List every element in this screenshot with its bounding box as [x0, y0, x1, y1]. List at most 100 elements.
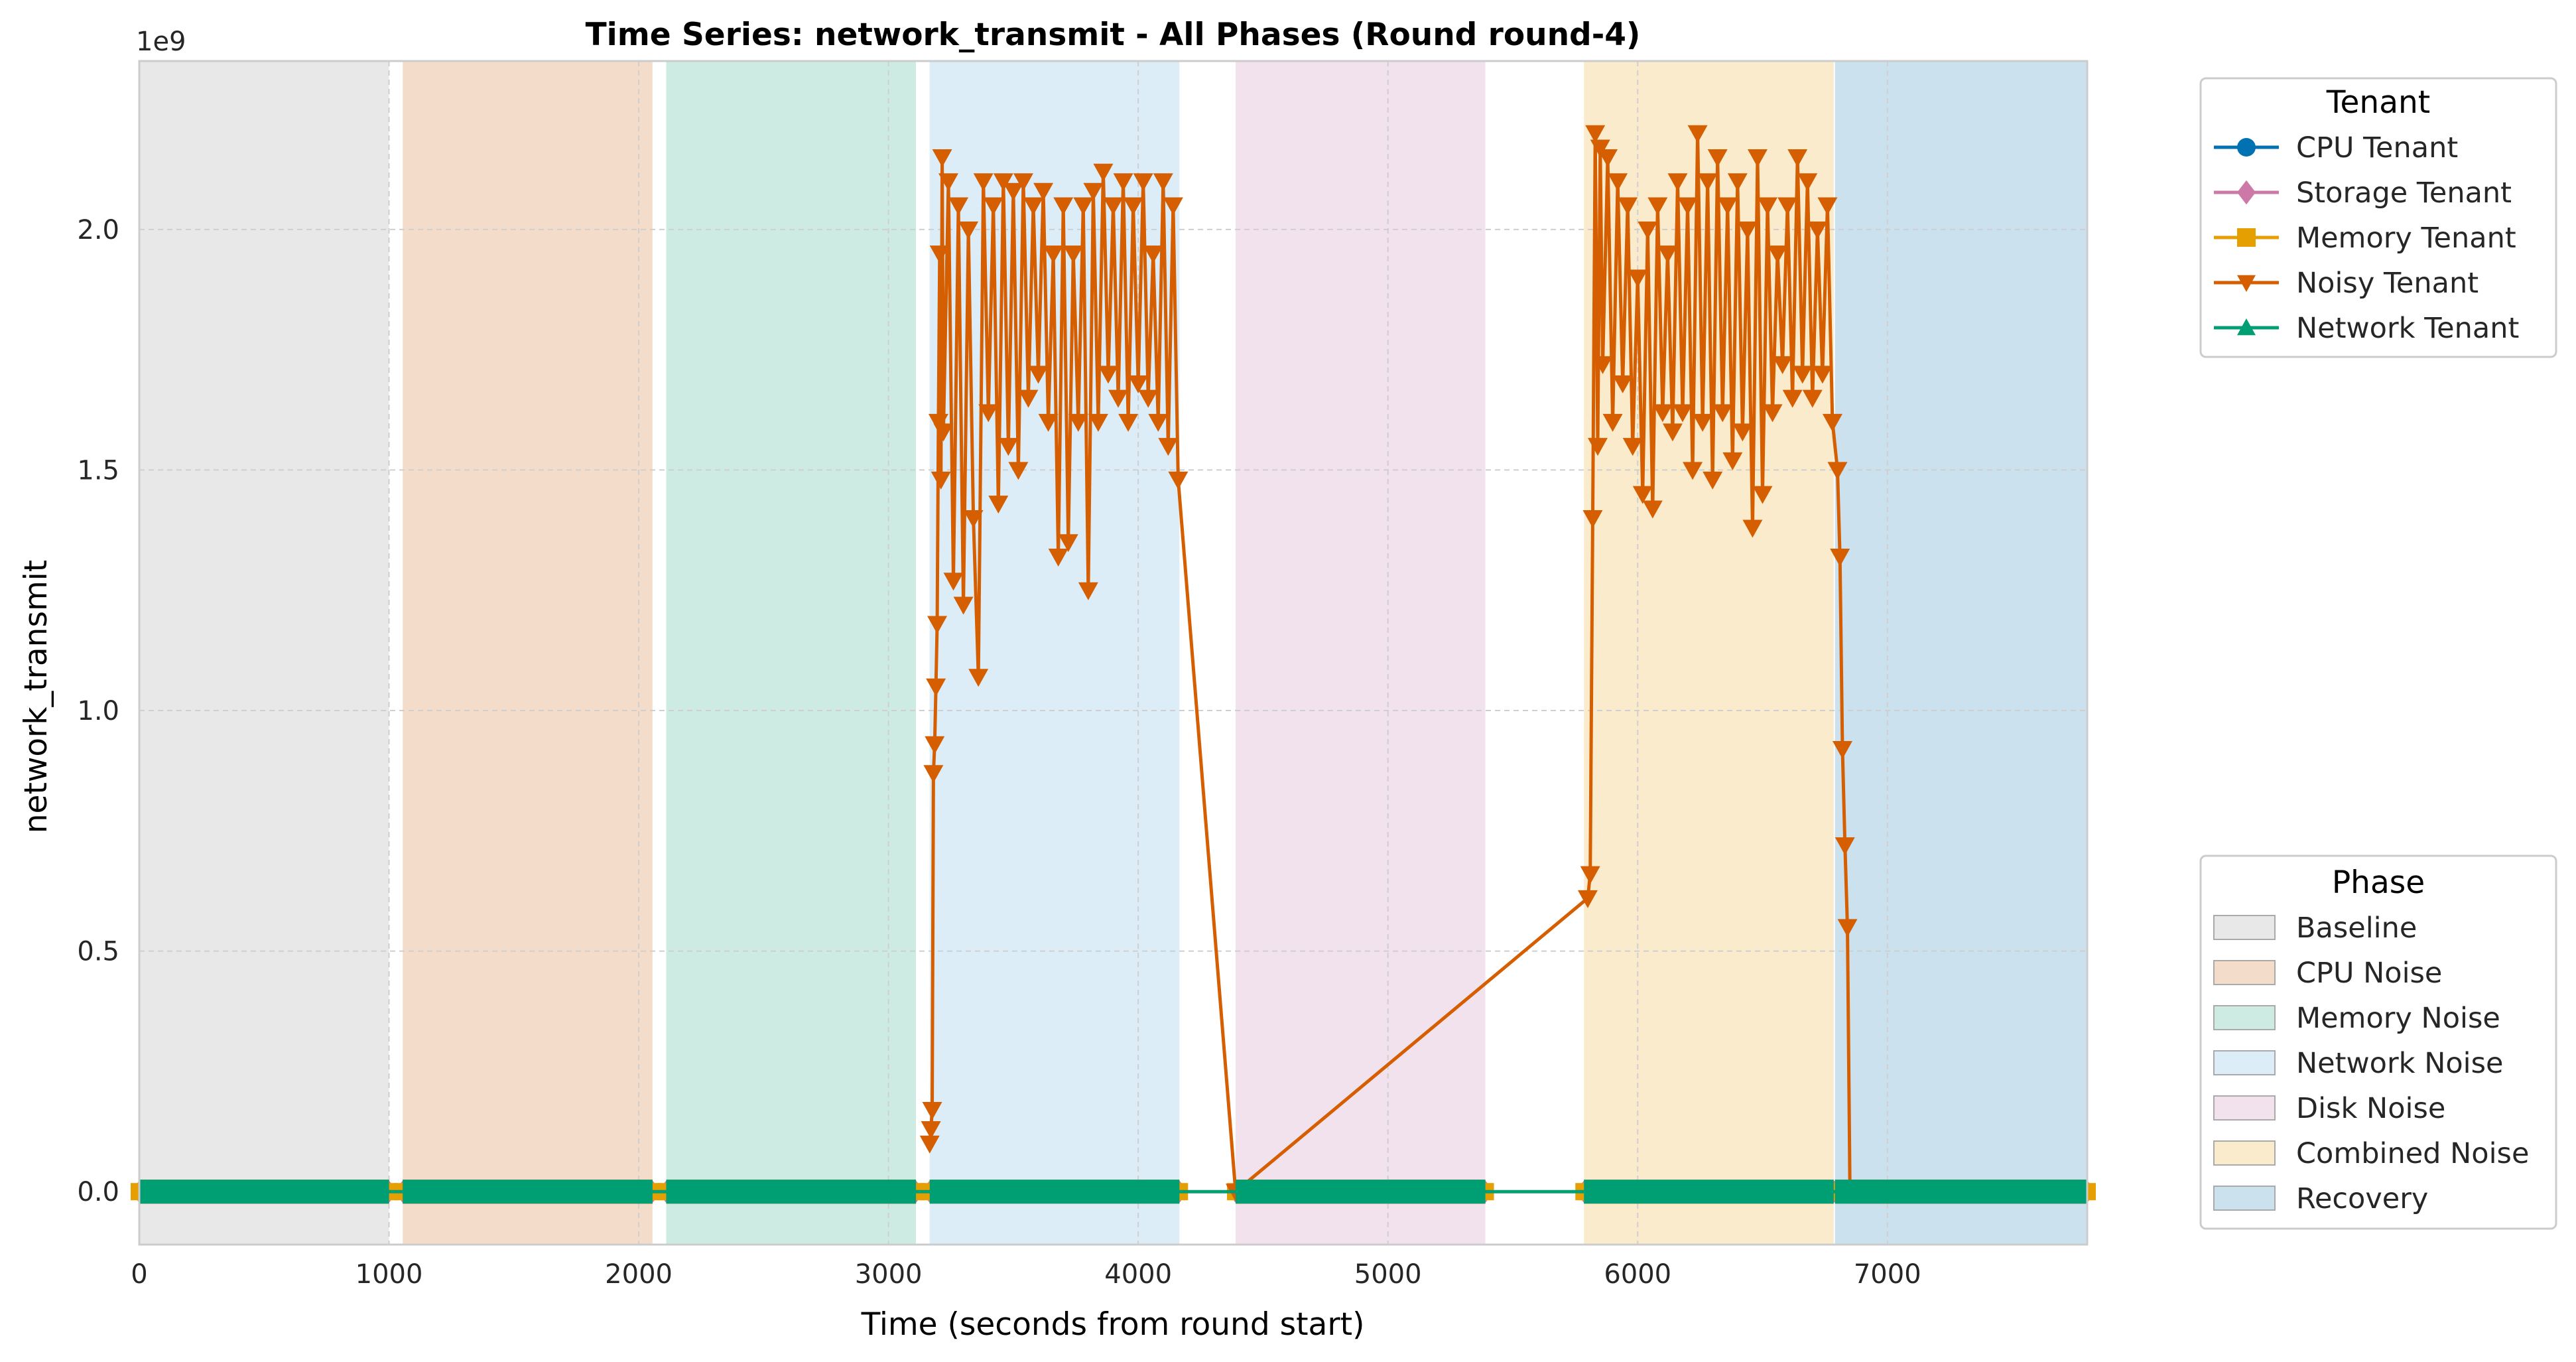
- series-point: [923, 765, 944, 783]
- series-point: [958, 221, 979, 239]
- series-point: [1782, 389, 1803, 408]
- tenant-legend-box: [2199, 77, 2557, 358]
- series-point: [1657, 245, 1678, 264]
- series-point: [1622, 438, 1643, 456]
- x-tick-label: 3000: [855, 1259, 923, 1290]
- legend-marker-network-tenant: [2237, 318, 2256, 336]
- series-point: [1762, 404, 1783, 423]
- x-tick-label: 5000: [1354, 1259, 1422, 1290]
- series-point: [1585, 125, 1606, 143]
- series-point: [1722, 452, 1743, 470]
- series-point: [1038, 413, 1059, 432]
- legend-label: Disk Noise: [2296, 1092, 2445, 1125]
- series-point: [1023, 197, 1044, 216]
- series-point: [1143, 245, 1163, 264]
- series-point: [1817, 197, 1838, 216]
- phase-band-disk-noise: [1236, 61, 1486, 1245]
- y-tick-label: 2.0: [77, 215, 119, 245]
- series-point: [1078, 582, 1098, 600]
- series-point: [1587, 438, 1608, 456]
- series-point: [1003, 182, 1023, 201]
- series-point: [1048, 548, 1068, 567]
- series-point: [1662, 423, 1683, 442]
- series-point: [968, 669, 989, 687]
- series-point: [1018, 389, 1039, 408]
- series-point: [948, 197, 969, 216]
- series-point: [1043, 245, 1064, 264]
- series-point: [1652, 404, 1673, 423]
- y-offset-label: 1e9: [136, 27, 186, 57]
- series-group: [131, 125, 2096, 1204]
- series-point: [1118, 413, 1139, 432]
- phase-band-baseline: [139, 61, 389, 1245]
- series-point: [926, 678, 946, 697]
- series-point: [933, 423, 954, 442]
- series-point: [1632, 486, 1653, 504]
- legend-label: Baseline: [2296, 912, 2417, 945]
- series-point: [963, 510, 984, 528]
- legend-label: Recovery: [2296, 1182, 2428, 1215]
- series-point: [1742, 519, 1763, 538]
- series-point: [1697, 173, 1718, 192]
- legend-swatch-baseline: [2213, 915, 2276, 940]
- series-point: [1148, 413, 1169, 432]
- series-point: [1673, 404, 1693, 423]
- legend-marker-memory-tenant: [2237, 228, 2256, 247]
- legend-label: CPU Tenant: [2296, 131, 2458, 165]
- series-point: [1822, 413, 1842, 432]
- series-point: [1073, 197, 1094, 216]
- x-axis-ticks: 0 1000 2000 3000 4000 5000 6000 7000: [131, 1259, 1921, 1290]
- series-point: [938, 173, 958, 192]
- series-point: [1792, 366, 1813, 384]
- y-axis-ticks: 0.0 0.5 1.0 1.5 2.0: [77, 215, 119, 1207]
- series-point: [1812, 366, 1833, 384]
- series-point: [1598, 149, 1618, 168]
- series-point: [1717, 197, 1738, 216]
- series-point: [1797, 173, 1818, 192]
- series-point: [1768, 245, 1788, 264]
- series-point: [1590, 139, 1610, 158]
- x-tick-label: 6000: [1604, 1259, 1671, 1290]
- tenant-legend-title: Tenant: [2326, 84, 2430, 121]
- x-tick-label: 4000: [1104, 1259, 1172, 1290]
- series-point: [1612, 375, 1633, 393]
- chart-title: Time Series: network_transmit - All Phas…: [586, 17, 1641, 53]
- series-point: [1008, 462, 1029, 480]
- series-point: [1093, 163, 1114, 182]
- series-point: [1608, 173, 1628, 192]
- series-point: [1088, 413, 1108, 432]
- series-point: [1837, 919, 1858, 937]
- series-point: [1592, 356, 1613, 374]
- series-point: [1580, 866, 1600, 884]
- legend-swatch-cpu-noise: [2213, 960, 2276, 985]
- series-point: [1068, 413, 1088, 432]
- series-point: [1732, 423, 1753, 442]
- x-tick-label: 7000: [1854, 1259, 1921, 1290]
- series-point: [1163, 197, 1183, 216]
- x-tick-label: 1000: [355, 1259, 423, 1290]
- legend-swatch-recovery: [2213, 1186, 2276, 1211]
- series-point: [921, 1121, 941, 1139]
- series-point: [1098, 366, 1118, 384]
- series-point: [1053, 197, 1074, 216]
- phase-band-memory-noise: [666, 61, 917, 1245]
- series-point: [1787, 149, 1808, 168]
- series-point: [953, 596, 974, 615]
- legend-swatch-memory-noise: [2213, 1005, 2276, 1030]
- series-point: [1582, 510, 1603, 528]
- series-point: [919, 1135, 940, 1154]
- series-point: [978, 404, 999, 423]
- series-point: [1028, 366, 1049, 384]
- series-point: [1707, 149, 1728, 168]
- series-point: [1108, 389, 1129, 408]
- series-point: [1703, 471, 1723, 490]
- series-point: [1712, 404, 1733, 423]
- series-point: [1103, 197, 1124, 216]
- series-point: [1802, 389, 1823, 408]
- legend-swatch-network-noise: [2213, 1050, 2276, 1075]
- series-point: [1747, 149, 1768, 168]
- y-tick-label: 0.0: [77, 1177, 119, 1207]
- series-point: [1832, 741, 1852, 760]
- series-point: [943, 573, 964, 591]
- series-point: [1602, 413, 1623, 432]
